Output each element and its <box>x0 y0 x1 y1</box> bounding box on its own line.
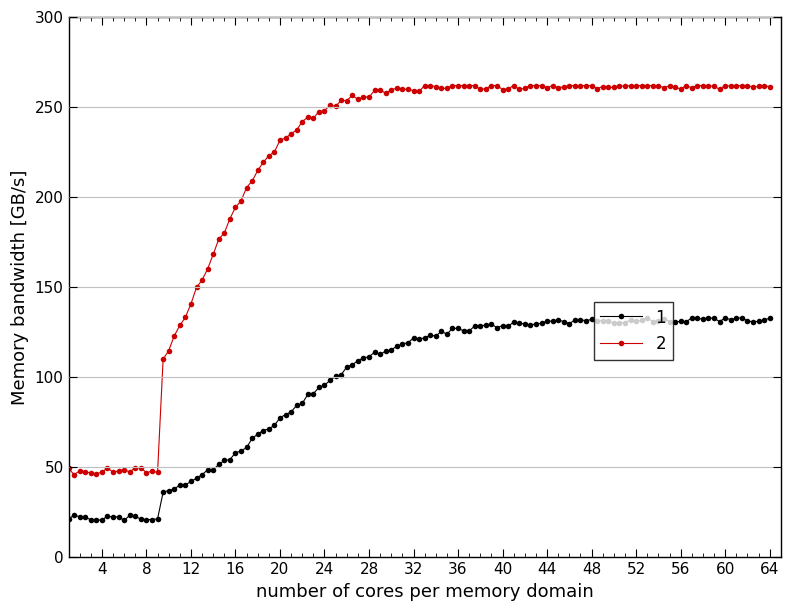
1 <box>475 322 485 329</box>
1 <box>687 314 696 321</box>
Line: 1: 1 <box>66 315 772 523</box>
2 <box>420 82 429 89</box>
2 <box>70 471 79 478</box>
1 <box>486 321 496 328</box>
2 <box>64 465 74 472</box>
Line: 2: 2 <box>66 83 772 477</box>
2 <box>765 83 775 91</box>
1 <box>659 315 668 323</box>
1 <box>120 517 129 524</box>
2 <box>481 85 490 92</box>
X-axis label: number of cores per memory domain: number of cores per memory domain <box>256 583 593 601</box>
2 <box>664 82 674 89</box>
1 <box>515 319 524 327</box>
2 <box>493 82 502 89</box>
1 <box>726 316 736 323</box>
2 <box>103 464 112 471</box>
1 <box>97 517 107 524</box>
Legend: 1, 2: 1, 2 <box>594 302 672 360</box>
1 <box>765 315 775 322</box>
Y-axis label: Memory bandwidth [GB/s]: Memory bandwidth [GB/s] <box>11 170 29 405</box>
1 <box>64 515 74 522</box>
2 <box>726 83 736 90</box>
2 <box>520 84 530 92</box>
